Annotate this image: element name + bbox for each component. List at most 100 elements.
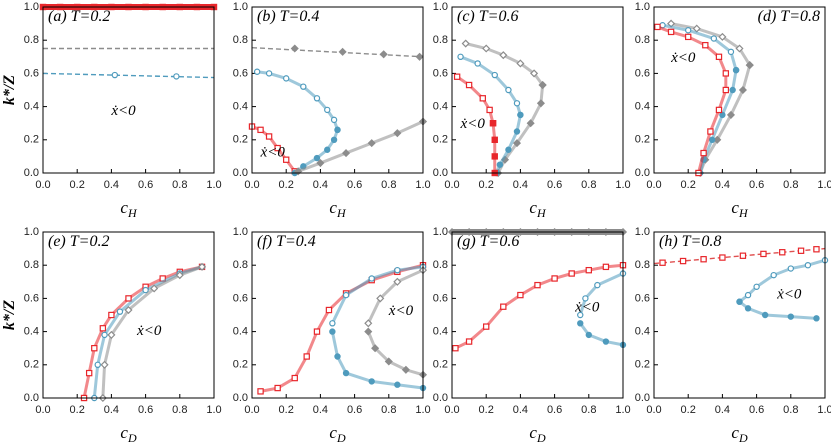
marker [479,95,486,102]
y-tick-label: 0.4 [635,101,650,113]
x-label-base: c [329,423,337,442]
annotation: ẋ<0 [574,300,600,316]
marker [491,136,498,143]
x-tick-label: 0.0 [244,179,259,191]
marker [367,139,376,148]
marker [300,83,307,90]
x-tick-label: 0.4 [313,179,328,191]
marker [602,263,610,271]
marker [534,281,541,289]
x-tick-label: 0.4 [513,179,528,191]
marker [719,111,726,119]
marker [313,95,321,102]
x-tick-label: 0.6 [347,404,362,416]
x-label-sub: D [738,431,748,445]
marker [265,133,273,140]
panel-title: (a) T=0.2 [48,8,110,25]
x-tick-label: 0.0 [35,179,50,191]
x-tick-label: 0.8 [381,404,396,416]
y-tick-label: 0.8 [233,259,248,271]
marker [107,330,116,339]
y-tick-label: 0.2 [433,134,448,146]
x-tick-label: 0.4 [513,404,528,416]
marker [738,85,747,95]
marker [384,357,393,366]
marker [94,361,101,368]
marker [538,80,547,90]
marker [710,35,718,42]
y-tick-label: 0.6 [233,292,248,304]
x-tick-label: 0.2 [70,404,85,416]
x-label-base: c [731,423,739,442]
marker [505,86,512,94]
x-tick-label: 1.0 [817,179,831,191]
y-tick-label: 0.0 [635,392,650,404]
marker [602,338,610,345]
marker [99,325,107,332]
y-tick-label: 1.0 [635,1,650,13]
series-line [42,72,215,79]
y-tick-label: 0.2 [233,134,248,146]
marker [100,360,109,369]
x-label-sub: D [336,431,346,445]
marker [577,320,584,327]
x-label-base: c [731,198,739,217]
marker [761,311,769,319]
y-tick-label: 0.8 [433,259,448,271]
x-tick-label: 0.0 [646,404,661,416]
x-tick-label: 0.0 [35,404,50,416]
plot-frame [653,231,826,399]
y-tick-label: 1.0 [635,226,650,238]
marker [91,345,98,352]
marker [364,327,373,336]
marker [486,106,493,114]
plot-frame [451,6,624,174]
series-line [579,322,624,347]
marker [707,128,714,135]
marker [500,303,507,310]
x-label-base: c [529,198,537,217]
plot-frame [42,231,215,399]
marker [744,305,752,312]
marker [585,266,593,274]
x-tick-label: 0.0 [244,404,259,416]
marker [329,328,336,335]
marker [150,284,159,293]
marker [722,70,730,77]
marker [718,32,727,41]
marker [325,306,333,314]
x-axis-label: cH [120,198,138,220]
marker [577,311,584,319]
x-tick-label: 0.2 [279,179,294,191]
marker [702,41,709,49]
marker [368,275,375,282]
series-line [366,331,424,377]
panel-title: (e) T=0.2 [48,233,109,250]
marker [760,250,767,258]
marker [342,149,351,158]
y-tick-label: 1.0 [24,226,39,238]
x-tick-label: 0.0 [444,404,459,416]
series-line [260,263,424,393]
plot-frame [653,6,826,174]
x-tick-label: 1.0 [415,179,430,191]
marker [813,246,820,253]
marker [582,295,589,302]
marker [330,116,338,124]
y-axis-label: k*/Z [1,75,18,105]
marker [745,61,754,70]
x-tick-label: 0.8 [783,179,798,191]
annotation: ẋ<0 [388,303,414,319]
panel-title: (c) T=0.6 [457,8,518,25]
marker [813,315,820,322]
marker [516,59,525,68]
x-tick-label: 0.6 [547,404,562,416]
y-tick-label: 1.0 [24,1,39,13]
panel-title: (f) T=0.4 [257,233,316,250]
panel-title: (g) T=0.6 [457,233,519,250]
marker [175,271,184,280]
marker [393,129,402,138]
x-tick-label: 0.6 [138,404,153,416]
annotation: ẋ<0 [260,144,286,160]
